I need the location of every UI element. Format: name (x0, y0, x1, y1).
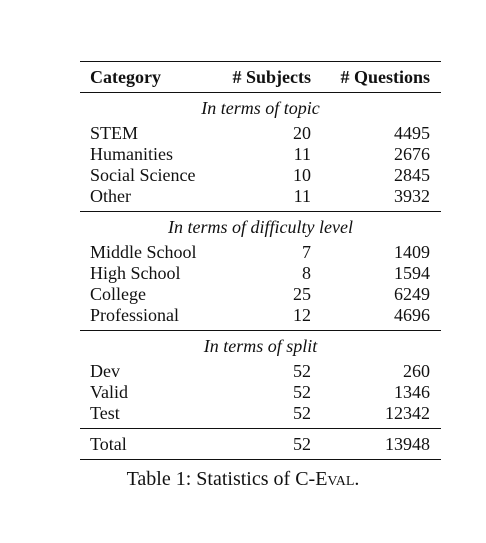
cell-subjects: 8 (302, 263, 311, 283)
cell-category: STEM (90, 123, 139, 143)
table-header-row: Category # Subjects # Questions (80, 62, 441, 92)
table-row: Social Science 10 2845 (80, 165, 441, 186)
total-label: Total (90, 434, 127, 454)
total-divider (80, 428, 441, 429)
cell-subjects: 11 (293, 186, 311, 206)
header-questions: # Questions (340, 67, 430, 87)
table-row: Dev 52 260 (80, 361, 441, 382)
cell-category: Social Science (90, 165, 196, 185)
cell-questions: 1594 (394, 263, 430, 283)
table-row: Valid 52 1346 (80, 382, 441, 403)
table-row: Middle School 7 1409 (80, 242, 441, 263)
table-row: College 25 6249 (80, 284, 441, 305)
table-caption: Table 1: Statistics of C-Eval. (0, 468, 486, 491)
table-row: Other 11 3932 (80, 186, 441, 207)
table-row: Humanities 11 2676 (80, 144, 441, 165)
cell-questions: 6249 (394, 284, 430, 304)
header-category: Category (90, 67, 161, 87)
cell-subjects: 10 (293, 165, 311, 185)
table-row: Test 52 12342 (80, 403, 441, 424)
cell-questions: 2676 (394, 144, 430, 164)
statistics-table: Category # Subjects # Questions In terms… (80, 61, 441, 460)
section-difficulty: Middle School 7 1409 High School 8 1594 … (80, 242, 441, 330)
section-divider (80, 92, 441, 93)
cell-category: Dev (90, 361, 120, 381)
section-topic: STEM 20 4495 Humanities 11 2676 Social S… (80, 123, 441, 211)
section-title-split: In terms of split (203, 336, 318, 356)
total-subjects: 52 (293, 434, 311, 454)
cell-questions: 1346 (394, 382, 430, 402)
caption-dataset-name: C-Eval (295, 468, 355, 490)
cell-questions: 4495 (394, 123, 430, 143)
cell-subjects: 25 (293, 284, 311, 304)
header-subjects: # Subjects (232, 67, 311, 87)
cell-subjects: 11 (293, 144, 311, 164)
cell-questions: 3932 (394, 186, 430, 206)
cell-subjects: 7 (302, 242, 311, 262)
cell-subjects: 52 (293, 382, 311, 402)
cell-category: High School (90, 263, 181, 283)
total-row: Total 52 13948 (80, 429, 441, 459)
cell-questions: 4696 (394, 305, 430, 325)
cell-category: Other (90, 186, 131, 206)
table-bottom-rule (80, 459, 441, 460)
cell-questions: 2845 (394, 165, 430, 185)
cell-category: Middle School (90, 242, 197, 262)
table-row: STEM 20 4495 (80, 123, 441, 144)
table-row: High School 8 1594 (80, 263, 441, 284)
total-questions: 13948 (385, 434, 430, 454)
section-title-difficulty: In terms of difficulty level (168, 217, 353, 237)
cell-questions: 260 (403, 361, 430, 381)
section-split: Dev 52 260 Valid 52 1346 Test 52 12342 (80, 361, 441, 428)
cell-category: Valid (90, 382, 128, 402)
caption-suffix: . (354, 468, 360, 490)
cell-category: College (90, 284, 146, 304)
cell-category: Professional (90, 305, 179, 325)
cell-subjects: 20 (293, 123, 311, 143)
cell-subjects: 12 (293, 305, 311, 325)
cell-questions: 12342 (385, 403, 430, 423)
section-title-topic: In terms of topic (201, 98, 320, 118)
section-divider (80, 211, 441, 212)
cell-subjects: 52 (293, 361, 311, 381)
section-divider (80, 330, 441, 331)
cell-category: Humanities (90, 144, 173, 164)
table-top-rule (80, 61, 441, 62)
cell-category: Test (90, 403, 120, 423)
cell-subjects: 52 (293, 403, 311, 423)
cell-questions: 1409 (394, 242, 430, 262)
table-row: Professional 12 4696 (80, 305, 441, 326)
caption-prefix: Table 1: Statistics of (126, 468, 296, 490)
